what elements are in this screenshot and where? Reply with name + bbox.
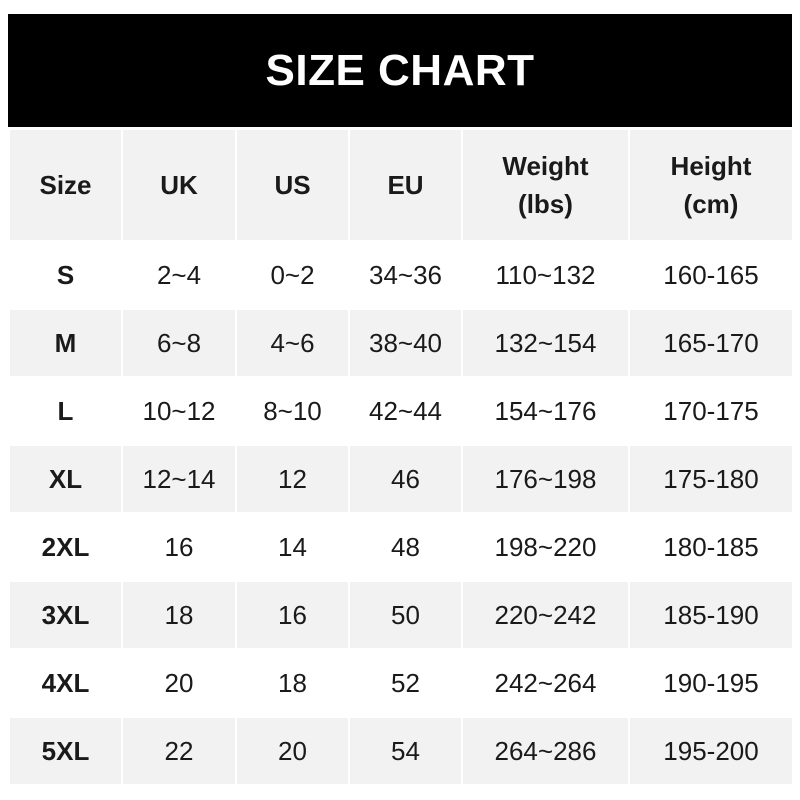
table-row: 3XL 18 16 50 220~242 185-190 xyxy=(8,580,794,650)
table-row: 5XL 22 20 54 264~286 195-200 xyxy=(8,716,794,786)
table-cell: 52 xyxy=(348,648,463,718)
table-cell: 242~264 xyxy=(461,648,630,718)
table-cell: 264~286 xyxy=(461,716,630,786)
table-cell: 195-200 xyxy=(628,716,794,786)
table-cell: 16 xyxy=(121,512,237,582)
table-cell: 18 xyxy=(121,580,237,650)
table-cell: 8~10 xyxy=(235,376,350,446)
table-cell: 54 xyxy=(348,716,463,786)
table-cell: 160-165 xyxy=(628,240,794,310)
header-label: US xyxy=(274,170,311,200)
table-cell: 38~40 xyxy=(348,308,463,378)
table-cell: 132~154 xyxy=(461,308,630,378)
table-cell: 14 xyxy=(235,512,350,582)
table-cell: 42~44 xyxy=(348,376,463,446)
header-row: Size UK US EU Weight (lbs) Height (cm) xyxy=(8,128,794,242)
column-header: Size xyxy=(8,128,123,242)
table-cell: 2~4 xyxy=(121,240,237,310)
header-label: Size xyxy=(39,170,92,200)
table-cell: 48 xyxy=(348,512,463,582)
table-row: L 10~12 8~10 42~44 154~176 170-175 xyxy=(8,376,794,446)
table-cell: 110~132 xyxy=(461,240,630,310)
table-cell: 22 xyxy=(121,716,237,786)
size-chart-table: Size UK US EU Weight (lbs) Height (cm) S 2~4 0~2 3… xyxy=(8,128,794,786)
table-cell: 34~36 xyxy=(348,240,463,310)
table-cell: 12~14 xyxy=(121,444,237,514)
table-cell: 180-185 xyxy=(628,512,794,582)
size-label: 5XL xyxy=(8,716,123,786)
table-cell: 190-195 xyxy=(628,648,794,718)
table-cell: 170-175 xyxy=(628,376,794,446)
size-label: 3XL xyxy=(8,580,123,650)
table-cell: 12 xyxy=(235,444,350,514)
column-header: EU xyxy=(348,128,463,242)
table-cell: 176~198 xyxy=(461,444,630,514)
header-label: EU xyxy=(387,170,424,200)
table-row: XL 12~14 12 46 176~198 175-180 xyxy=(8,444,794,514)
table-cell: 4~6 xyxy=(235,308,350,378)
header-label: Weight xyxy=(502,151,589,181)
table-cell: 185-190 xyxy=(628,580,794,650)
size-label: L xyxy=(8,376,123,446)
table-cell: 0~2 xyxy=(235,240,350,310)
header-label: UK xyxy=(160,170,198,200)
column-header: US xyxy=(235,128,350,242)
header-unit: (lbs) xyxy=(518,189,573,219)
size-label: 2XL xyxy=(8,512,123,582)
table-cell: 220~242 xyxy=(461,580,630,650)
table-row: M 6~8 4~6 38~40 132~154 165-170 xyxy=(8,308,794,378)
header-label: Height xyxy=(670,151,752,181)
table-cell: 50 xyxy=(348,580,463,650)
column-header: UK xyxy=(121,128,237,242)
size-label: XL xyxy=(8,444,123,514)
table-cell: 10~12 xyxy=(121,376,237,446)
column-header: Height (cm) xyxy=(628,128,794,242)
table-row: S 2~4 0~2 34~36 110~132 160-165 xyxy=(8,240,794,310)
table-cell: 18 xyxy=(235,648,350,718)
size-label: M xyxy=(8,308,123,378)
table-cell: 20 xyxy=(235,716,350,786)
table-cell: 46 xyxy=(348,444,463,514)
column-header: Weight (lbs) xyxy=(461,128,630,242)
table-cell: 6~8 xyxy=(121,308,237,378)
table-cell: 20 xyxy=(121,648,237,718)
size-label: S xyxy=(8,240,123,310)
size-label: 4XL xyxy=(8,648,123,718)
table-cell: 154~176 xyxy=(461,376,630,446)
size-chart-title: SIZE CHART xyxy=(8,14,792,127)
table-cell: 198~220 xyxy=(461,512,630,582)
table-cell: 16 xyxy=(235,580,350,650)
header-unit: (cm) xyxy=(683,189,739,219)
table-cell: 175-180 xyxy=(628,444,794,514)
table-cell: 165-170 xyxy=(628,308,794,378)
table-row: 2XL 16 14 48 198~220 180-185 xyxy=(8,512,794,582)
table-row: 4XL 20 18 52 242~264 190-195 xyxy=(8,648,794,718)
